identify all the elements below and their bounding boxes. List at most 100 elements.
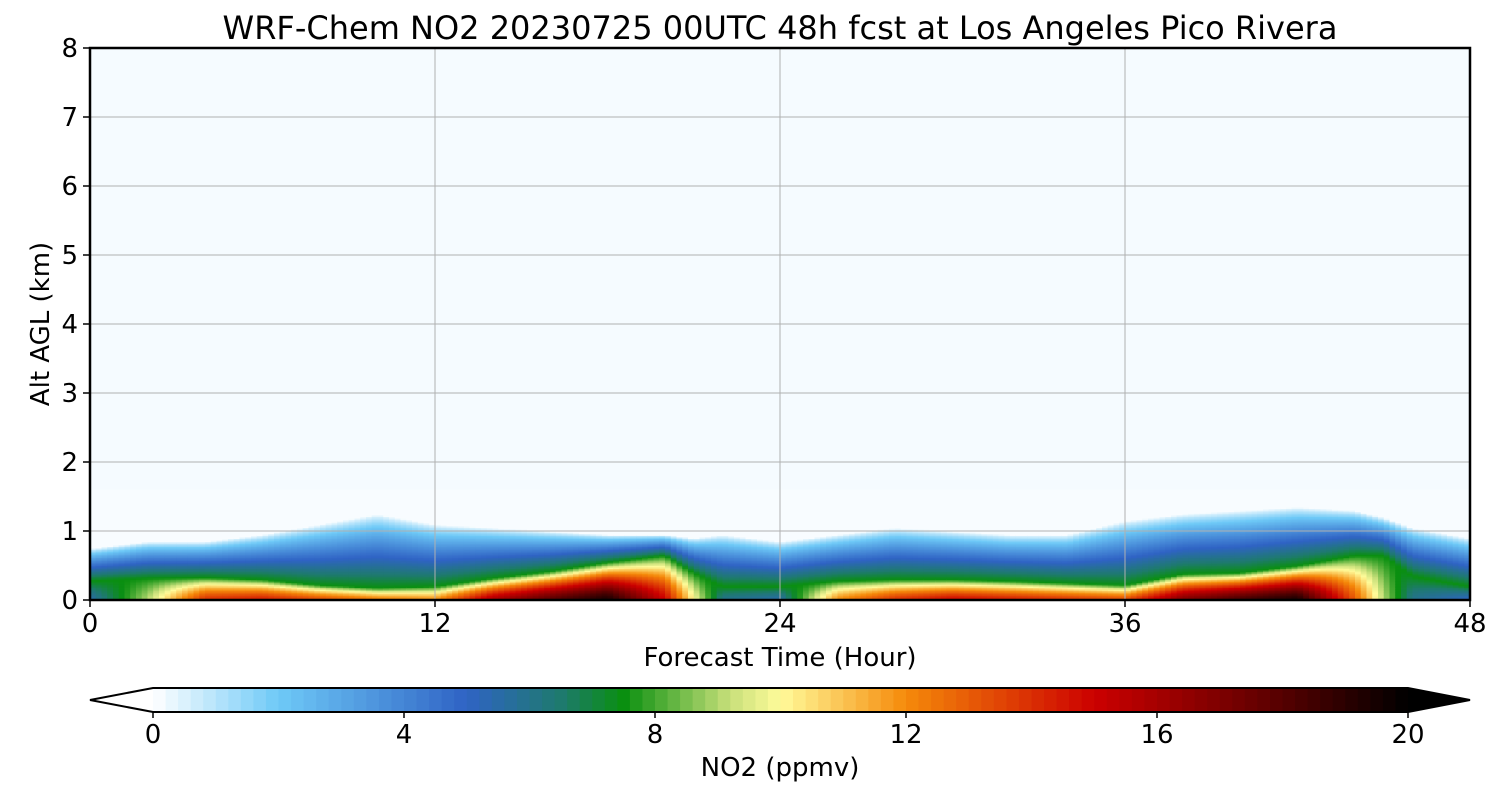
- heatmap-cell: [130, 540, 137, 543]
- heatmap-cell: [159, 491, 166, 494]
- heatmap-cell: [354, 489, 361, 492]
- heatmap-cell: [101, 581, 108, 584]
- heatmap-cell: [90, 536, 97, 540]
- heatmap-cell: [113, 525, 120, 529]
- heatmap-cell: [147, 570, 154, 573]
- heatmap-cell: [136, 522, 143, 525]
- heatmap-cell: [90, 590, 97, 593]
- heatmap-cell: [164, 540, 172, 543]
- heatmap-cell: [130, 571, 137, 574]
- heatmap-cell: [101, 558, 108, 562]
- heatmap-cell: [101, 560, 108, 563]
- heatmap-cell: [147, 584, 154, 587]
- heatmap-cell: [107, 560, 114, 563]
- heatmap-cell: [90, 525, 97, 529]
- heatmap-cell: [159, 557, 166, 560]
- heatmap-cell: [153, 554, 160, 557]
- heatmap-cell: [113, 492, 120, 495]
- heatmap-cell: [118, 527, 126, 530]
- heatmap-cell: [113, 573, 120, 576]
- heatmap-cell: [118, 495, 126, 499]
- heatmap-cell: [251, 489, 258, 492]
- heatmap-cell: [136, 492, 143, 495]
- heatmap-cell: [371, 489, 379, 492]
- heatmap-cell: [153, 536, 160, 540]
- heatmap-cell: [101, 513, 108, 516]
- heatmap-cell: [90, 544, 97, 547]
- heatmap-cell: [107, 557, 114, 560]
- heatmap-cell: [159, 527, 166, 530]
- heatmap-cell: [95, 568, 103, 571]
- heatmap-cell: [124, 541, 131, 544]
- heatmap-cell: [101, 582, 108, 585]
- heatmap-cell: [95, 541, 103, 544]
- heatmap-cell: [164, 584, 172, 587]
- heatmap-cell: [107, 558, 114, 562]
- heatmap-cell: [101, 555, 108, 559]
- heatmap-cell: [95, 554, 103, 557]
- heatmap-cell: [141, 568, 149, 571]
- heatmap-cell: [394, 489, 402, 492]
- heatmap-cell: [95, 527, 103, 530]
- heatmap-cell: [107, 516, 114, 519]
- heatmap-cell: [136, 581, 143, 584]
- heatmap-cell: [147, 558, 154, 562]
- heatmap-cell: [136, 497, 143, 500]
- heatmap-cell: [164, 492, 172, 495]
- heatmap-cell: [113, 514, 120, 518]
- heatmap-cell: [113, 502, 120, 505]
- heatmap-cell: [176, 584, 183, 587]
- heatmap-cell: [136, 508, 143, 511]
- heatmap-cell: [118, 525, 126, 529]
- heatmap-cell: [164, 538, 172, 541]
- heatmap-cell: [118, 499, 126, 502]
- heatmap-cell: [141, 519, 149, 522]
- heatmap-cell: [107, 519, 114, 522]
- heatmap-cell: [136, 544, 143, 547]
- heatmap-cell: [130, 524, 137, 527]
- heatmap-cell: [153, 585, 160, 588]
- heatmap-cell: [170, 554, 177, 557]
- heatmap-cell: [124, 557, 131, 560]
- heatmap-cell: [95, 574, 103, 577]
- heatmap-cell: [101, 524, 108, 527]
- heatmap-cell: [130, 500, 137, 503]
- heatmap-cell: [136, 514, 143, 518]
- heatmap-cell: [159, 590, 166, 593]
- heatmap-cell: [118, 511, 126, 514]
- heatmap-cell: [164, 577, 172, 581]
- heatmap-cell: [101, 544, 108, 547]
- heatmap-cell: [107, 529, 114, 532]
- heatmap-cell: [90, 596, 97, 600]
- heatmap-cell: [101, 596, 108, 600]
- heatmap-cell: [101, 551, 108, 554]
- heatmap-cell: [130, 495, 137, 499]
- heatmap-cell: [130, 566, 137, 570]
- heatmap-cell: [159, 570, 166, 573]
- heatmap-cell: [107, 570, 114, 573]
- heatmap-cell: [164, 525, 172, 529]
- heatmap-cell: [101, 557, 108, 560]
- heatmap-cell: [90, 592, 97, 595]
- heatmap-cell: [164, 560, 172, 563]
- heatmap-cell: [153, 533, 160, 536]
- heatmap-cell: [153, 541, 160, 544]
- heatmap-cell: [164, 588, 172, 592]
- heatmap-cell: [95, 530, 103, 533]
- heatmap-cell: [147, 581, 154, 584]
- heatmap-cell: [130, 595, 137, 598]
- heatmap-cell: [147, 588, 154, 592]
- heatmap-cell: [147, 516, 154, 519]
- heatmap-cell: [136, 587, 143, 590]
- heatmap-cell: [118, 513, 126, 516]
- heatmap-cell: [101, 568, 108, 571]
- heatmap-cell: [159, 554, 166, 557]
- heatmap-cell: [147, 495, 154, 499]
- heatmap-cell: [170, 491, 177, 494]
- heatmap-cell: [141, 514, 149, 518]
- heatmap-cell: [118, 510, 126, 513]
- heatmap-cell: [124, 551, 131, 554]
- heatmap-cell: [90, 494, 97, 497]
- heatmap-cell: [90, 492, 97, 495]
- heatmap-cell: [90, 562, 97, 565]
